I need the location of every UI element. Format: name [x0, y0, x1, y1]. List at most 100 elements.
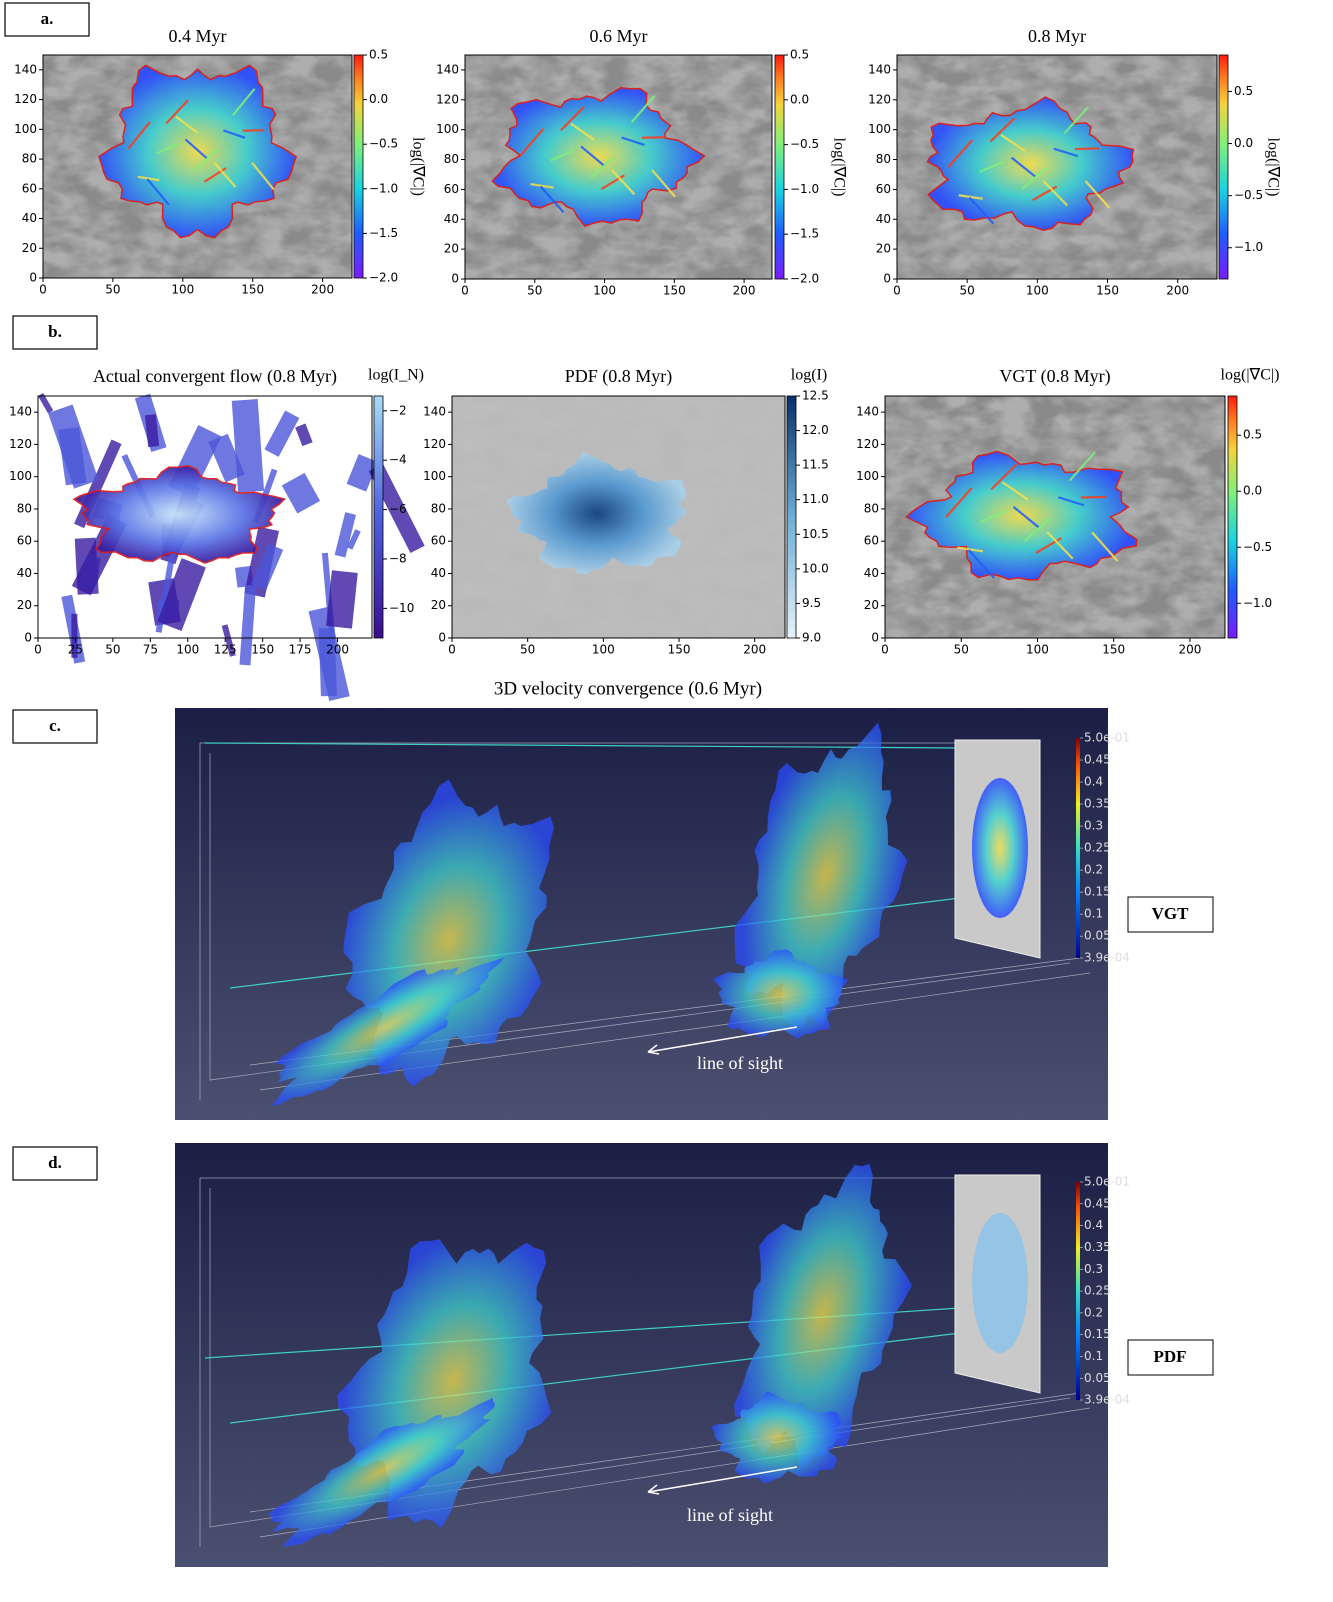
y-tick-label: 80 — [444, 152, 459, 166]
image-filament — [203, 167, 227, 183]
colorbar-tick-label: −0.5 — [1234, 188, 1263, 202]
image-filament — [1032, 185, 1058, 202]
panel-title: 0.4 Myr — [169, 26, 227, 46]
x-tick-label: 100 — [171, 283, 194, 297]
panel-title: Actual convergent flow (0.8 Myr) — [93, 366, 337, 387]
colorbar-tick-label: −1.5 — [369, 226, 398, 240]
image-filament — [958, 194, 983, 200]
image-structure — [295, 423, 313, 447]
image-filament — [1091, 531, 1119, 562]
arrow — [647, 1026, 798, 1055]
y-tick-label: 60 — [864, 534, 879, 548]
x-tick-label: 150 — [1102, 643, 1125, 657]
colorbar — [786, 395, 797, 639]
colorbar-tick-label: −1.0 — [1234, 240, 1263, 254]
y-tick-label: 80 — [876, 152, 891, 166]
colorbar-tick-label: −2.0 — [369, 271, 398, 285]
image-filament — [1035, 537, 1063, 554]
image-filament — [651, 169, 676, 198]
panel-title: VGT (0.8 Myr) — [999, 366, 1110, 387]
y-tick-label: 40 — [431, 566, 446, 580]
y-tick-label: 120 — [856, 437, 879, 451]
y-tick-label: 140 — [868, 62, 891, 76]
image-structure — [208, 433, 245, 483]
x-tick-label: 0 — [461, 284, 469, 298]
y-tick-label: 80 — [22, 152, 37, 166]
y-tick-label: 40 — [876, 212, 891, 226]
render-panel — [175, 708, 1108, 1120]
axes-frame — [896, 54, 1218, 280]
render-label: PDF — [1153, 1347, 1186, 1366]
panel-title: 0.8 Myr — [1028, 26, 1086, 46]
colorbar-tick-label: 0.35 — [1084, 797, 1111, 811]
image-filament — [947, 139, 974, 168]
image-panel — [38, 393, 425, 702]
colorbar-tick-label: 0.25 — [1084, 1284, 1111, 1298]
colorbar-tick-label: 0.0 — [790, 92, 809, 106]
colorbar-tick-label: −0.5 — [1243, 540, 1272, 554]
panel-label-box — [12, 1146, 98, 1181]
colorbar-tick-label: 0.0 — [1234, 136, 1253, 150]
y-tick-label: 20 — [22, 241, 37, 255]
render-label: VGT — [1152, 904, 1190, 923]
x-tick-label: 200 — [1178, 643, 1201, 657]
image-region — [72, 465, 287, 564]
colorbar — [1227, 395, 1238, 639]
y-tick-label: 0 — [29, 271, 37, 285]
colorbar-tick-label: 0.05 — [1084, 929, 1111, 943]
y-tick-label: 0 — [24, 631, 32, 645]
image-structure — [326, 570, 358, 629]
colorbar-tick-label: −1.0 — [369, 181, 398, 195]
colorbar-tick-label: 3.9e-04 — [1084, 951, 1130, 965]
y-tick-label: 60 — [431, 534, 446, 548]
x-tick-label: 50 — [105, 283, 120, 297]
image-structure — [334, 512, 356, 558]
image-structure — [58, 426, 87, 486]
x-tick-label: 0 — [448, 643, 456, 657]
image-filament — [1084, 180, 1111, 209]
render-panel — [175, 1143, 1108, 1567]
image-panel — [43, 55, 352, 278]
y-tick-label: 100 — [423, 469, 446, 483]
colorbar-tick-label: 0.45 — [1084, 1196, 1111, 1210]
x-tick-label: 50 — [527, 284, 542, 298]
colorbar-tick-label: 0.5 — [1243, 428, 1262, 442]
colorbar-tick-label: 9.5 — [802, 596, 821, 610]
render-plane-region — [972, 778, 1028, 918]
y-tick-label: 100 — [436, 122, 459, 136]
x-tick-label: 150 — [668, 643, 691, 657]
image-filament — [146, 178, 170, 206]
image-filament — [979, 510, 1006, 524]
image-filament — [1080, 495, 1107, 499]
panel-label: b. — [48, 322, 62, 341]
colorbar-tick-label: 0.2 — [1084, 1305, 1103, 1319]
y-tick-label: 100 — [9, 469, 32, 483]
image-structure — [38, 393, 54, 414]
image-filament — [530, 182, 554, 189]
colorbar-tick-label: 0.1 — [1084, 907, 1103, 921]
render-structure — [271, 957, 505, 1107]
panel-label-box — [12, 709, 98, 744]
image-region — [98, 64, 297, 239]
colorbar-tick-label: −10 — [389, 601, 414, 615]
x-tick-label: 100 — [1026, 284, 1049, 298]
colorbar-label: log(I) — [791, 367, 827, 384]
colorbar-tick-label: 0.45 — [1084, 753, 1111, 767]
image-filament — [957, 546, 984, 553]
x-tick-label: 75 — [143, 643, 158, 657]
colorbar-tick-label: 12.5 — [802, 389, 829, 403]
y-tick-label: 60 — [17, 534, 32, 548]
image-filament — [1012, 506, 1040, 529]
image-filament — [945, 487, 973, 518]
colorbar-tick-label: 0.5 — [369, 48, 388, 62]
colorbar-tick-label: −2 — [389, 403, 407, 417]
axes-frame — [884, 395, 1226, 639]
image-structure — [157, 558, 206, 631]
colorbar — [1218, 54, 1229, 280]
colorbar-tick-label: −1.0 — [790, 182, 819, 196]
y-tick-label: 100 — [14, 122, 37, 136]
panel-label-box — [4, 2, 90, 37]
image-filament — [137, 175, 160, 182]
y-tick-label: 0 — [438, 631, 446, 645]
colorbar — [1076, 1182, 1080, 1400]
